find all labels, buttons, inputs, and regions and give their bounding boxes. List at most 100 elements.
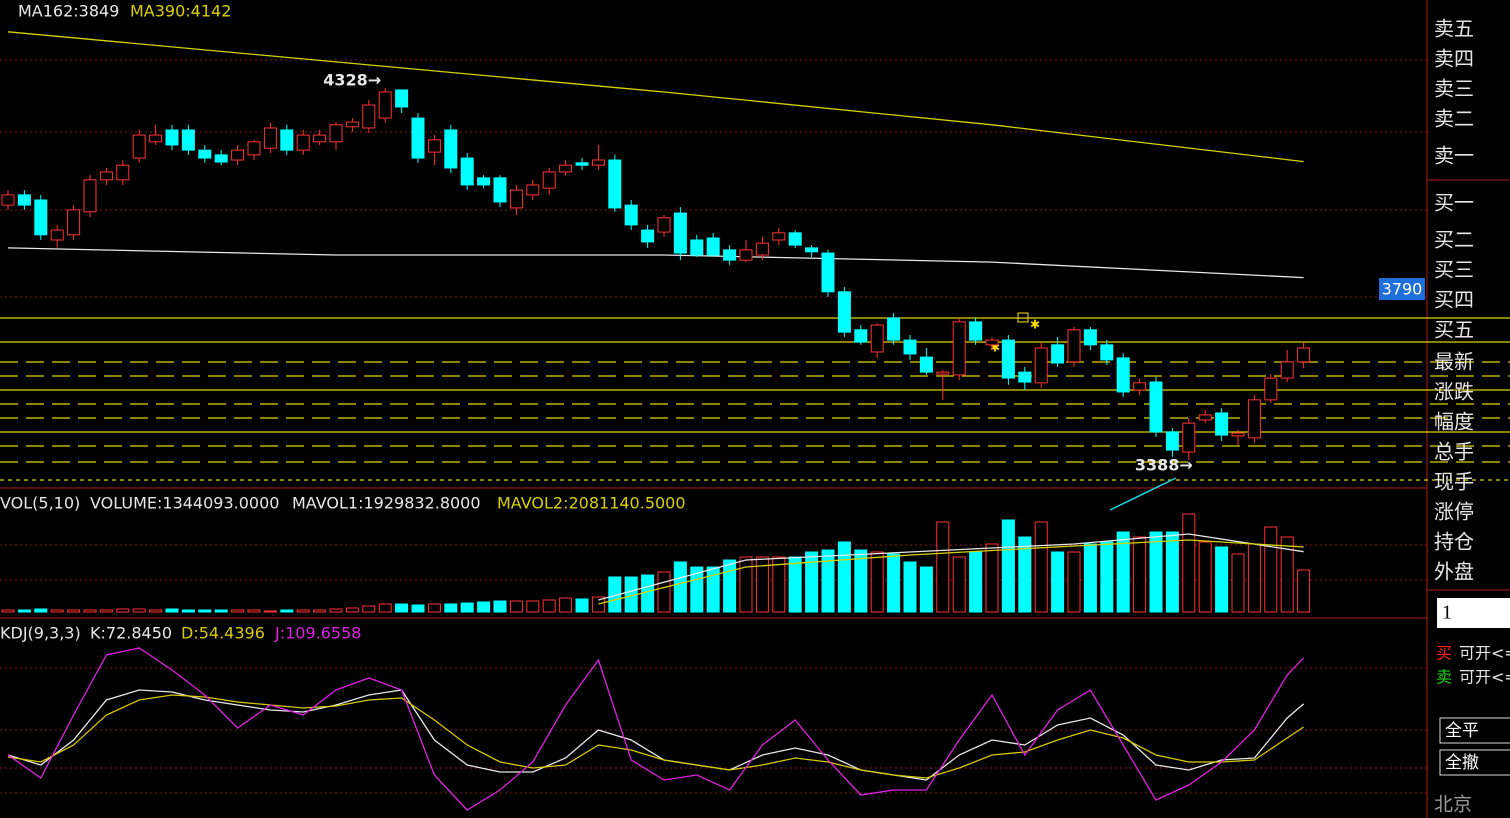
candle-body [624,204,638,226]
candle-body [263,127,277,149]
volume-bar [936,521,950,613]
candle-body [296,134,310,151]
pointer-arrow [1109,477,1177,511]
volume-bar [1198,541,1212,613]
volume-bar [1280,536,1294,613]
candle-body [247,141,261,156]
candle-body [952,321,966,376]
volume-bar [526,600,540,613]
candle-body [1182,422,1196,453]
candle-body [608,159,622,209]
volume-bar [1231,553,1245,613]
candle-body [1051,344,1065,364]
close-all[interactable]: 全平 [1445,721,1479,741]
volume-bar [378,603,392,613]
candle-body [214,154,228,163]
volume-bar [165,608,179,613]
volume-bar [231,609,245,613]
candle-body [83,179,97,213]
volume-bar [444,603,458,613]
side-label: 买一 [1434,191,1474,215]
candle-body [280,129,294,151]
ma-line [7,247,1304,279]
candle-body [673,212,687,254]
candle-body [1034,347,1048,384]
panel-title: KDJ(9,3,3) [0,624,81,643]
candle-body [345,121,359,128]
side-label: 涨跌 [1434,380,1474,404]
volume-bar [1165,531,1179,613]
candle-body [1264,377,1278,401]
quantity[interactable]: 1 [1442,602,1452,624]
candle-body [903,339,917,355]
side-label: 最新 [1434,350,1474,374]
volume-bar [641,574,655,613]
cancel-all-button[interactable] [1439,749,1510,776]
volume-bar [116,608,130,613]
candle-body [739,249,753,261]
mavol-line [598,539,1304,605]
candle-body [706,237,720,256]
candle-body [575,162,589,166]
candle-body [641,229,655,243]
volume-bar [575,598,589,613]
candle-body [1165,431,1179,451]
candle-body [1083,329,1097,346]
volume-bar [280,609,294,613]
volume-bar [509,600,523,613]
volume-bar [99,609,113,613]
volume-bar [591,596,605,613]
volume-bar [1067,551,1081,613]
candle-body [919,356,933,373]
quantity-input[interactable] [1437,598,1510,628]
legend-entry: D:54.4396 [181,624,265,643]
volume-bar [706,566,720,613]
candle-body [1067,329,1081,363]
side-label: 买二 [1434,228,1474,252]
volume-bar [83,609,97,613]
candle-body [313,134,327,143]
volume-bar [247,609,261,613]
candle-body [181,129,195,151]
candle-body [755,242,769,256]
cancel-all[interactable]: 全撤 [1445,753,1479,773]
candle-body [969,321,983,341]
side-label: 总手 [1434,440,1474,464]
volume-bar [723,559,737,613]
marker: ✱ [1030,318,1040,332]
candle-body [526,184,540,196]
candle-body [723,249,737,261]
volume-bar [132,608,146,613]
legend-entry: MAVOL2:2081140.5000 [497,494,686,513]
candle-body [165,129,179,146]
candle-body [493,177,507,203]
side-label: 外盘 [1434,560,1474,584]
candle-body [870,324,884,353]
kdj-line [7,694,1304,779]
side-label: 现手 [1434,470,1474,494]
candle-body [1198,414,1212,421]
volume-bar [411,604,425,613]
candle-body [149,134,163,143]
candle-body [1231,432,1245,437]
volume-bar [1018,536,1032,613]
buy-label: 买 [1436,644,1452,663]
low-label: 3388→ [1135,456,1193,475]
volume-bar [313,609,327,613]
high-label: 4328→ [323,71,381,90]
candle-body [690,239,704,256]
candle-body [821,252,835,293]
candle-body [985,339,999,346]
close-all-button[interactable] [1439,717,1510,744]
candle-body [657,217,671,233]
candle-body [395,89,409,108]
volume-bar [559,597,573,613]
marker [1017,312,1029,323]
volume-bar [477,601,491,613]
volume-bar [772,556,786,613]
candle-body [772,232,786,241]
sell-label: 卖 [1436,668,1452,687]
side-label: 卖二 [1434,107,1474,131]
volume-bar [34,608,48,613]
